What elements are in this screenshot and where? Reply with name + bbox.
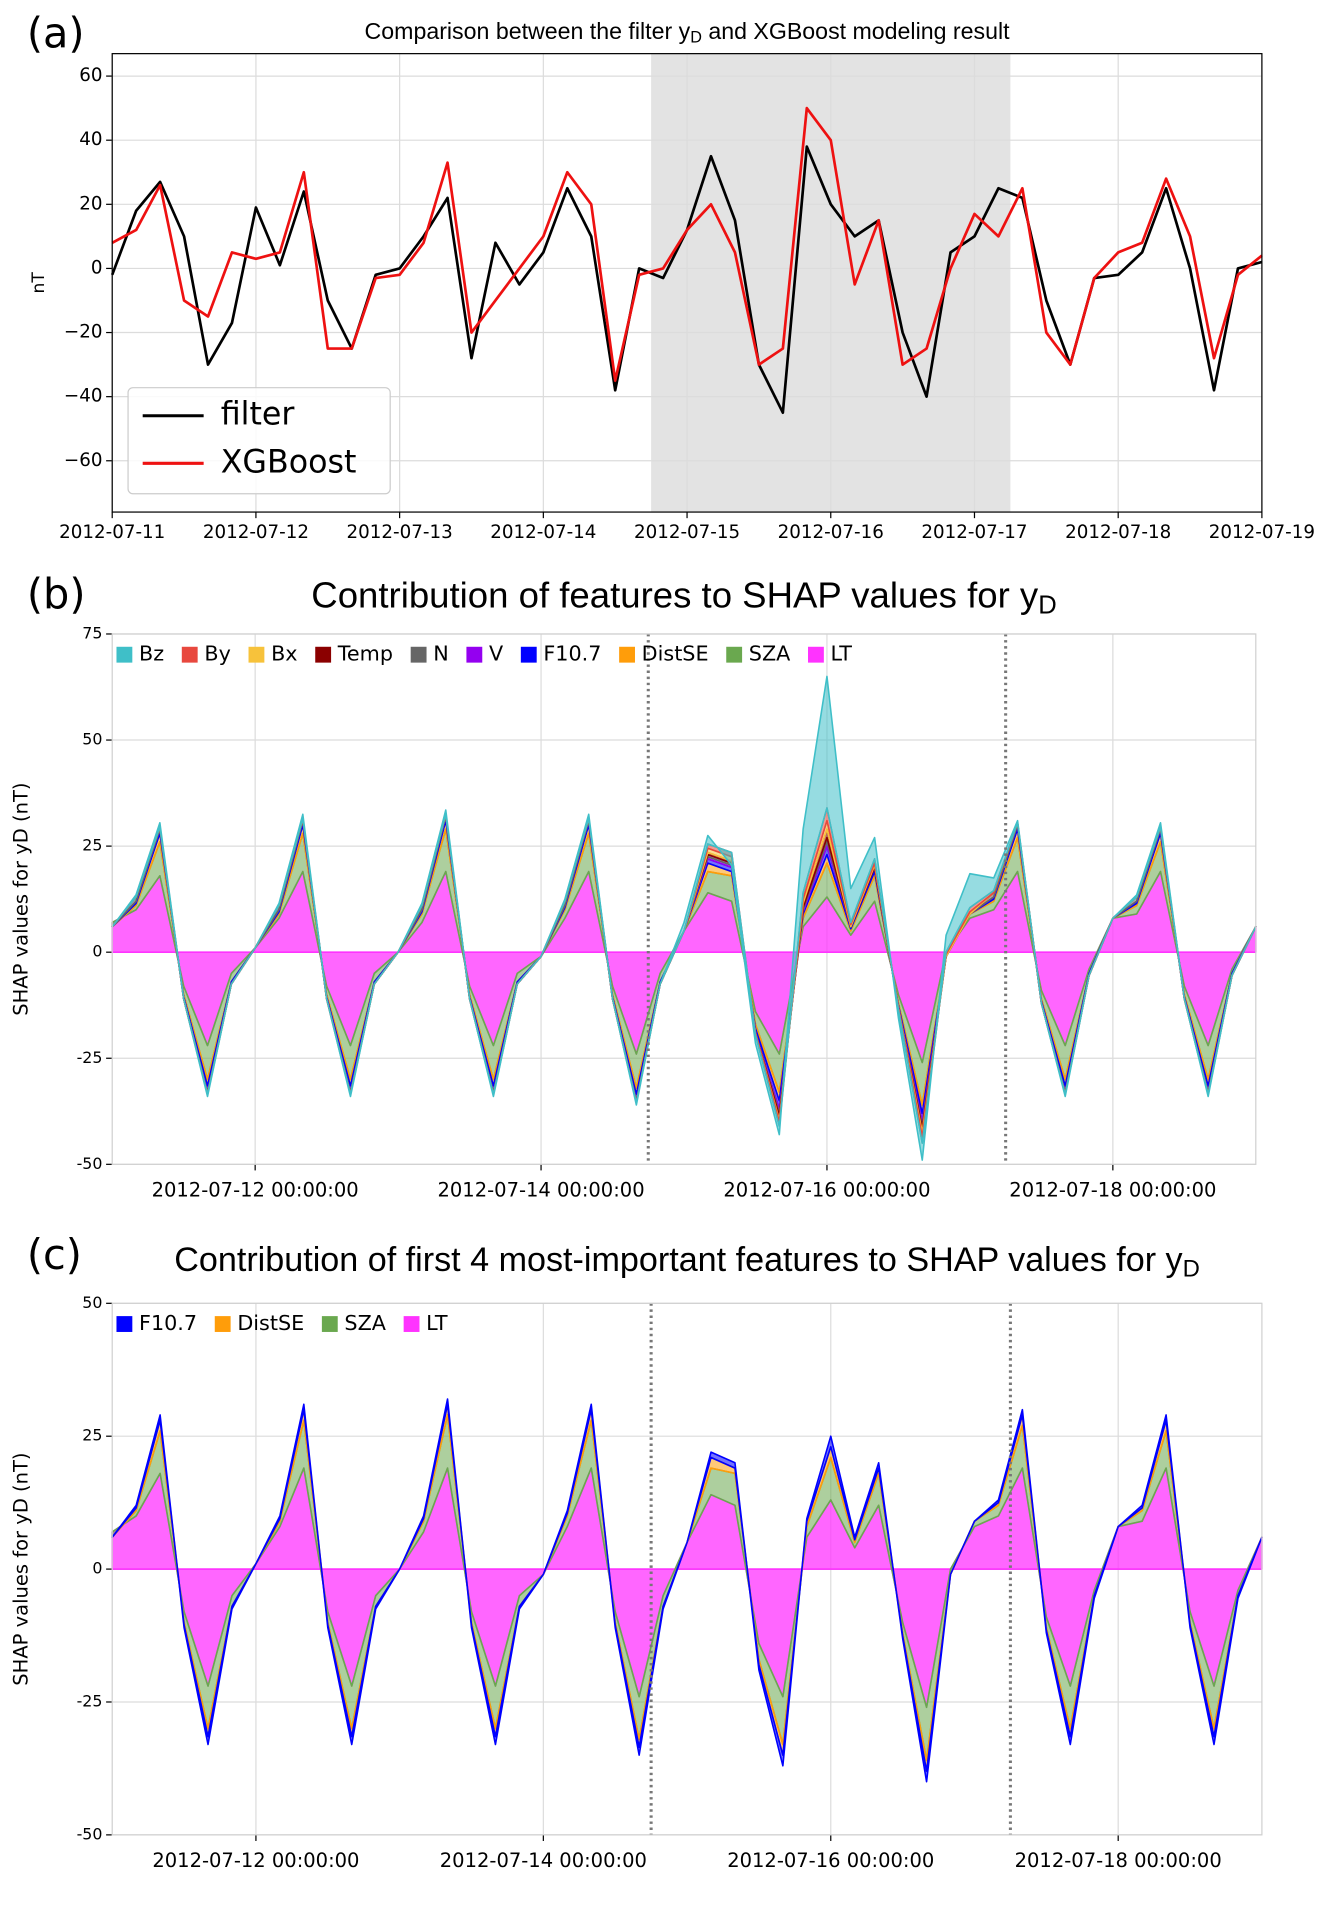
data-line [111, 106, 1263, 382]
y-tick-label: 25 [82, 1426, 102, 1445]
y-tick-label: 50 [82, 730, 102, 749]
legend-label: F10.7 [543, 642, 601, 666]
x-tick-label: 2012-07-13 [347, 522, 453, 543]
legend-label: By [204, 642, 230, 666]
chart-title: Contribution of first 4 most-important f… [174, 1241, 1200, 1283]
x-tick-label: 2012-07-12 [203, 522, 309, 543]
y-tick-label: −60 [64, 450, 103, 471]
title-text: Comparison between the filter y [365, 18, 691, 44]
plot-frame [111, 53, 1263, 513]
legend-swatch [116, 1316, 133, 1332]
y-axis-label: SHAP values for yD (nT) [9, 1452, 32, 1685]
title-subscript: D [690, 29, 702, 47]
x-tick-label: 2012-07-18 00:00:00 [1015, 1849, 1222, 1872]
y-tick-label: 60 [79, 65, 102, 86]
legend-swatch [520, 646, 537, 663]
plot-frame [111, 1302, 1263, 1836]
legend-label: DistSE [237, 1311, 304, 1335]
y-axis-label: SHAP values for yD (nT) [9, 783, 32, 1016]
legend-swatch [726, 646, 743, 663]
legend-label: Bz [139, 642, 164, 666]
legend-swatch [466, 646, 483, 663]
x-tick-label: 2012-07-16 [778, 522, 884, 543]
legend-label: V [489, 642, 503, 666]
legend-label: XGBoost [221, 444, 357, 480]
plot-frame [111, 633, 1257, 1165]
y-tick-label: -50 [77, 1824, 103, 1843]
x-tick-label: 2012-07-12 00:00:00 [152, 1849, 359, 1872]
y-tick-label: -25 [77, 1691, 103, 1710]
x-tick-label: 2012-07-16 00:00:00 [723, 1179, 930, 1202]
legend-swatch [619, 646, 635, 663]
x-tick-label: 2012-07-14 00:00:00 [440, 1849, 647, 1872]
legend-swatch [248, 646, 265, 663]
x-tick-label: 2012-07-11 [59, 522, 165, 543]
legend-swatch [410, 646, 427, 663]
title-subscript: D [1183, 1256, 1200, 1283]
y-tick-label: 50 [82, 1293, 102, 1312]
legend-label: LT [831, 642, 853, 666]
x-tick-label: 2012-07-12 00:00:00 [152, 1179, 359, 1202]
legend-label: SZA [344, 1311, 386, 1335]
y-tick-label: -50 [77, 1154, 103, 1173]
x-tick-label: 2012-07-18 [1065, 522, 1171, 543]
chart-title: Comparison between the filter yD and XGB… [365, 18, 1011, 47]
x-tick-label: 2012-07-18 00:00:00 [1009, 1179, 1216, 1202]
y-tick-label: 20 [79, 193, 102, 214]
chart-title: Contribution of features to SHAP values … [311, 574, 1056, 619]
x-tick-label: 2012-07-14 00:00:00 [438, 1179, 645, 1202]
x-tick-label: 2012-07-19 [1209, 522, 1315, 543]
y-tick-label: 75 [82, 623, 102, 642]
y-tick-label: −40 [64, 386, 103, 407]
y-tick-label: -25 [77, 1048, 103, 1067]
legend-label: DistSE [642, 642, 709, 666]
y-tick-label: 40 [79, 129, 102, 150]
legend-label: LT [426, 1311, 448, 1335]
x-tick-label: 2012-07-15 [634, 522, 740, 543]
x-tick-label: 2012-07-16 00:00:00 [727, 1849, 934, 1872]
legend-label: Bx [271, 642, 297, 666]
title-subscript: D [1038, 591, 1056, 619]
legend-label: Temp [337, 642, 393, 666]
legend-swatch [403, 1316, 420, 1332]
legend-swatch [214, 1316, 231, 1332]
panel-label: (b) [27, 570, 86, 618]
y-tick-label: 0 [92, 942, 102, 961]
y-tick-label: −20 [64, 322, 103, 343]
y-tick-label: 0 [92, 1559, 102, 1578]
y-axis-label: nT [29, 272, 49, 294]
y-tick-label: 25 [82, 836, 102, 855]
legend-label: N [433, 642, 449, 666]
panel-label: (a) [27, 10, 85, 58]
y-tick-label: 0 [91, 257, 103, 278]
legend-swatch [321, 1316, 338, 1332]
legend-swatch [808, 646, 824, 663]
x-tick-label: 2012-07-17 [921, 522, 1027, 543]
legend-label: filter [221, 397, 296, 433]
x-tick-label: 2012-07-14 [490, 522, 596, 543]
legend-swatch [116, 646, 133, 663]
title-tail: and XGBoost modeling result [702, 18, 1010, 44]
title-text: Contribution of features to SHAP values … [311, 574, 1039, 615]
title-text: Contribution of first 4 most-important f… [174, 1241, 1182, 1279]
legend-label: SZA [749, 642, 791, 666]
legend-swatch [181, 646, 198, 663]
legend-swatch [315, 646, 332, 663]
legend-label: F10.7 [139, 1311, 197, 1335]
panel-label: (c) [27, 1231, 82, 1279]
